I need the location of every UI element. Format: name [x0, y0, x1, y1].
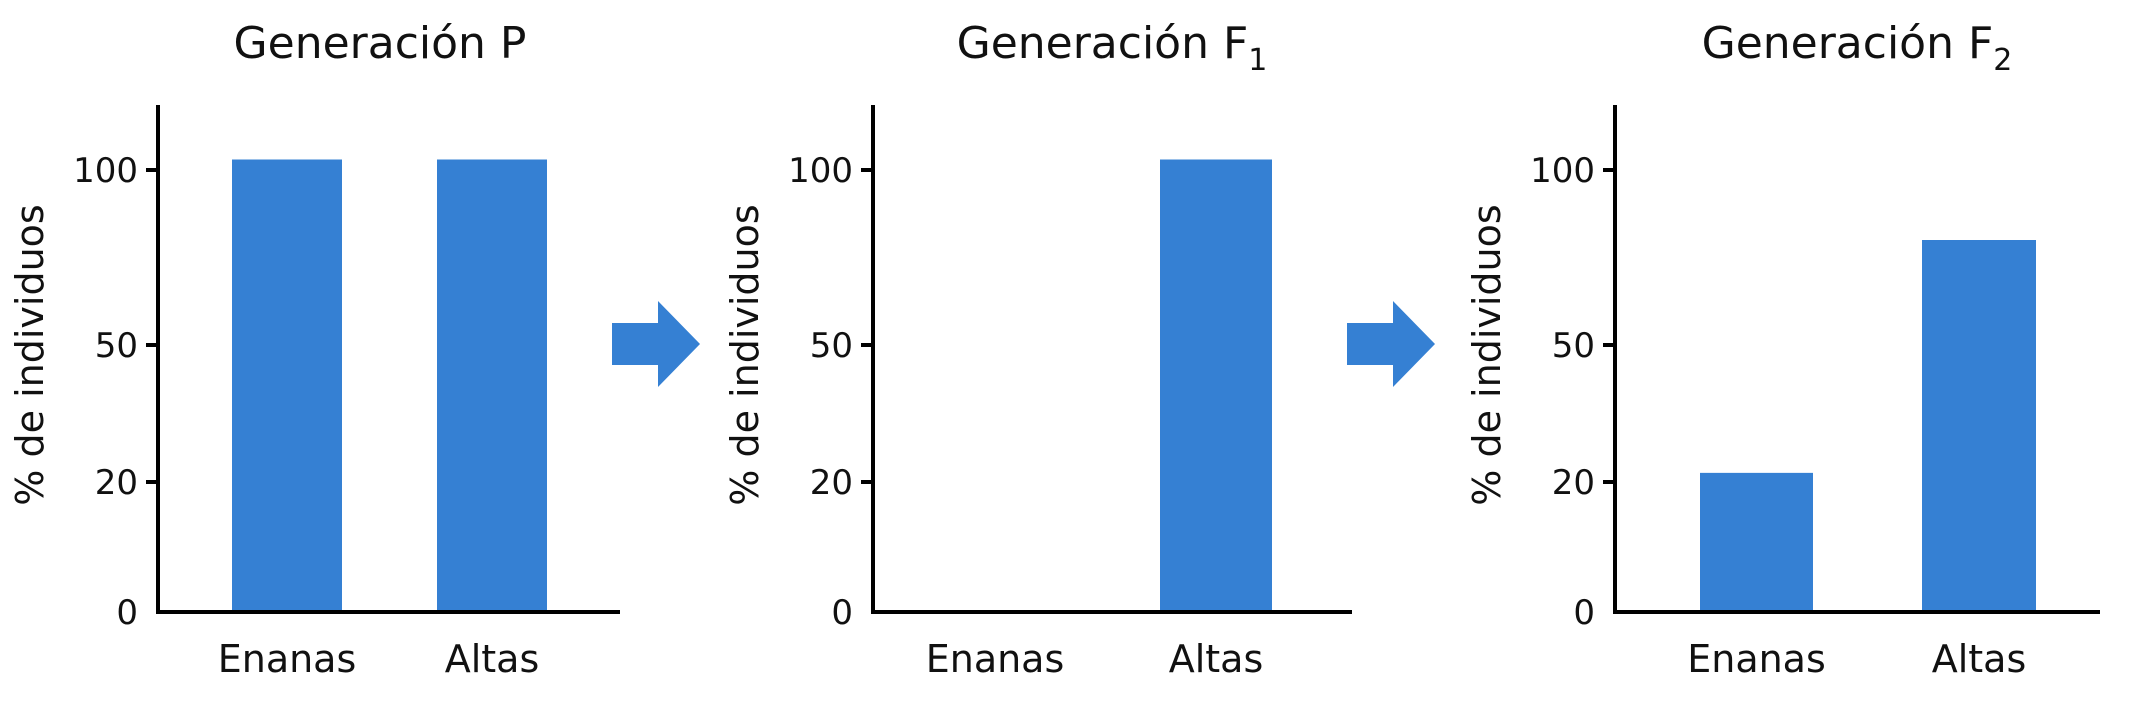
y-tick-label: 50	[1552, 326, 1595, 366]
chart-title-text: Generación F	[957, 18, 1249, 69]
chart-title: Generación F1	[957, 18, 1268, 78]
x-tick-label: Altas	[1169, 637, 1264, 681]
bar-altas	[1160, 159, 1272, 612]
y-tick-label: 20	[95, 463, 138, 503]
y-tick-label: 20	[1552, 463, 1595, 503]
chart-panel-1: Generación P 0 20 50 100 Enanas Altas % de indi…	[8, 18, 620, 681]
chart-panel-2: Generación F1 0 20 50 100 Enanas Altas % de ind…	[723, 18, 1352, 681]
bar-enanas	[232, 159, 342, 612]
chart-title-subscript: 1	[1248, 43, 1267, 78]
bar-enanas	[1700, 472, 1813, 612]
x-tick-label: Enanas	[1687, 637, 1826, 681]
bar-altas	[437, 159, 547, 612]
right-arrow-icon	[1347, 301, 1435, 387]
chart-title: Generación P	[234, 18, 527, 69]
y-tick-label: 100	[1530, 151, 1595, 191]
y-tick-label: 100	[788, 151, 853, 191]
chart-title-text: Generación F	[1702, 18, 1994, 69]
bar-altas	[1922, 240, 2036, 612]
y-tick-label: 20	[810, 463, 853, 503]
right-arrow-icon	[612, 301, 700, 387]
chart-title: Generación F2	[1702, 18, 2013, 78]
y-tick-label: 50	[810, 326, 853, 366]
x-tick-label: Altas	[445, 637, 540, 681]
x-tick-label: Enanas	[926, 637, 1065, 681]
x-tick-label: Altas	[1932, 637, 2027, 681]
y-tick-label: 0	[116, 593, 138, 633]
x-tick-label: Enanas	[218, 637, 357, 681]
y-axis-label: % de individuos	[1465, 204, 1509, 505]
y-axis-label: % de individuos	[723, 204, 767, 505]
y-axis-label: % de individuos	[8, 204, 52, 505]
y-tick-label: 100	[73, 151, 138, 191]
y-tick-label: 0	[1573, 593, 1595, 633]
chart-title-subscript: 2	[1993, 43, 2012, 78]
y-tick-label: 0	[831, 593, 853, 633]
y-tick-label: 50	[95, 326, 138, 366]
chart-title-text: Generación P	[234, 18, 527, 69]
